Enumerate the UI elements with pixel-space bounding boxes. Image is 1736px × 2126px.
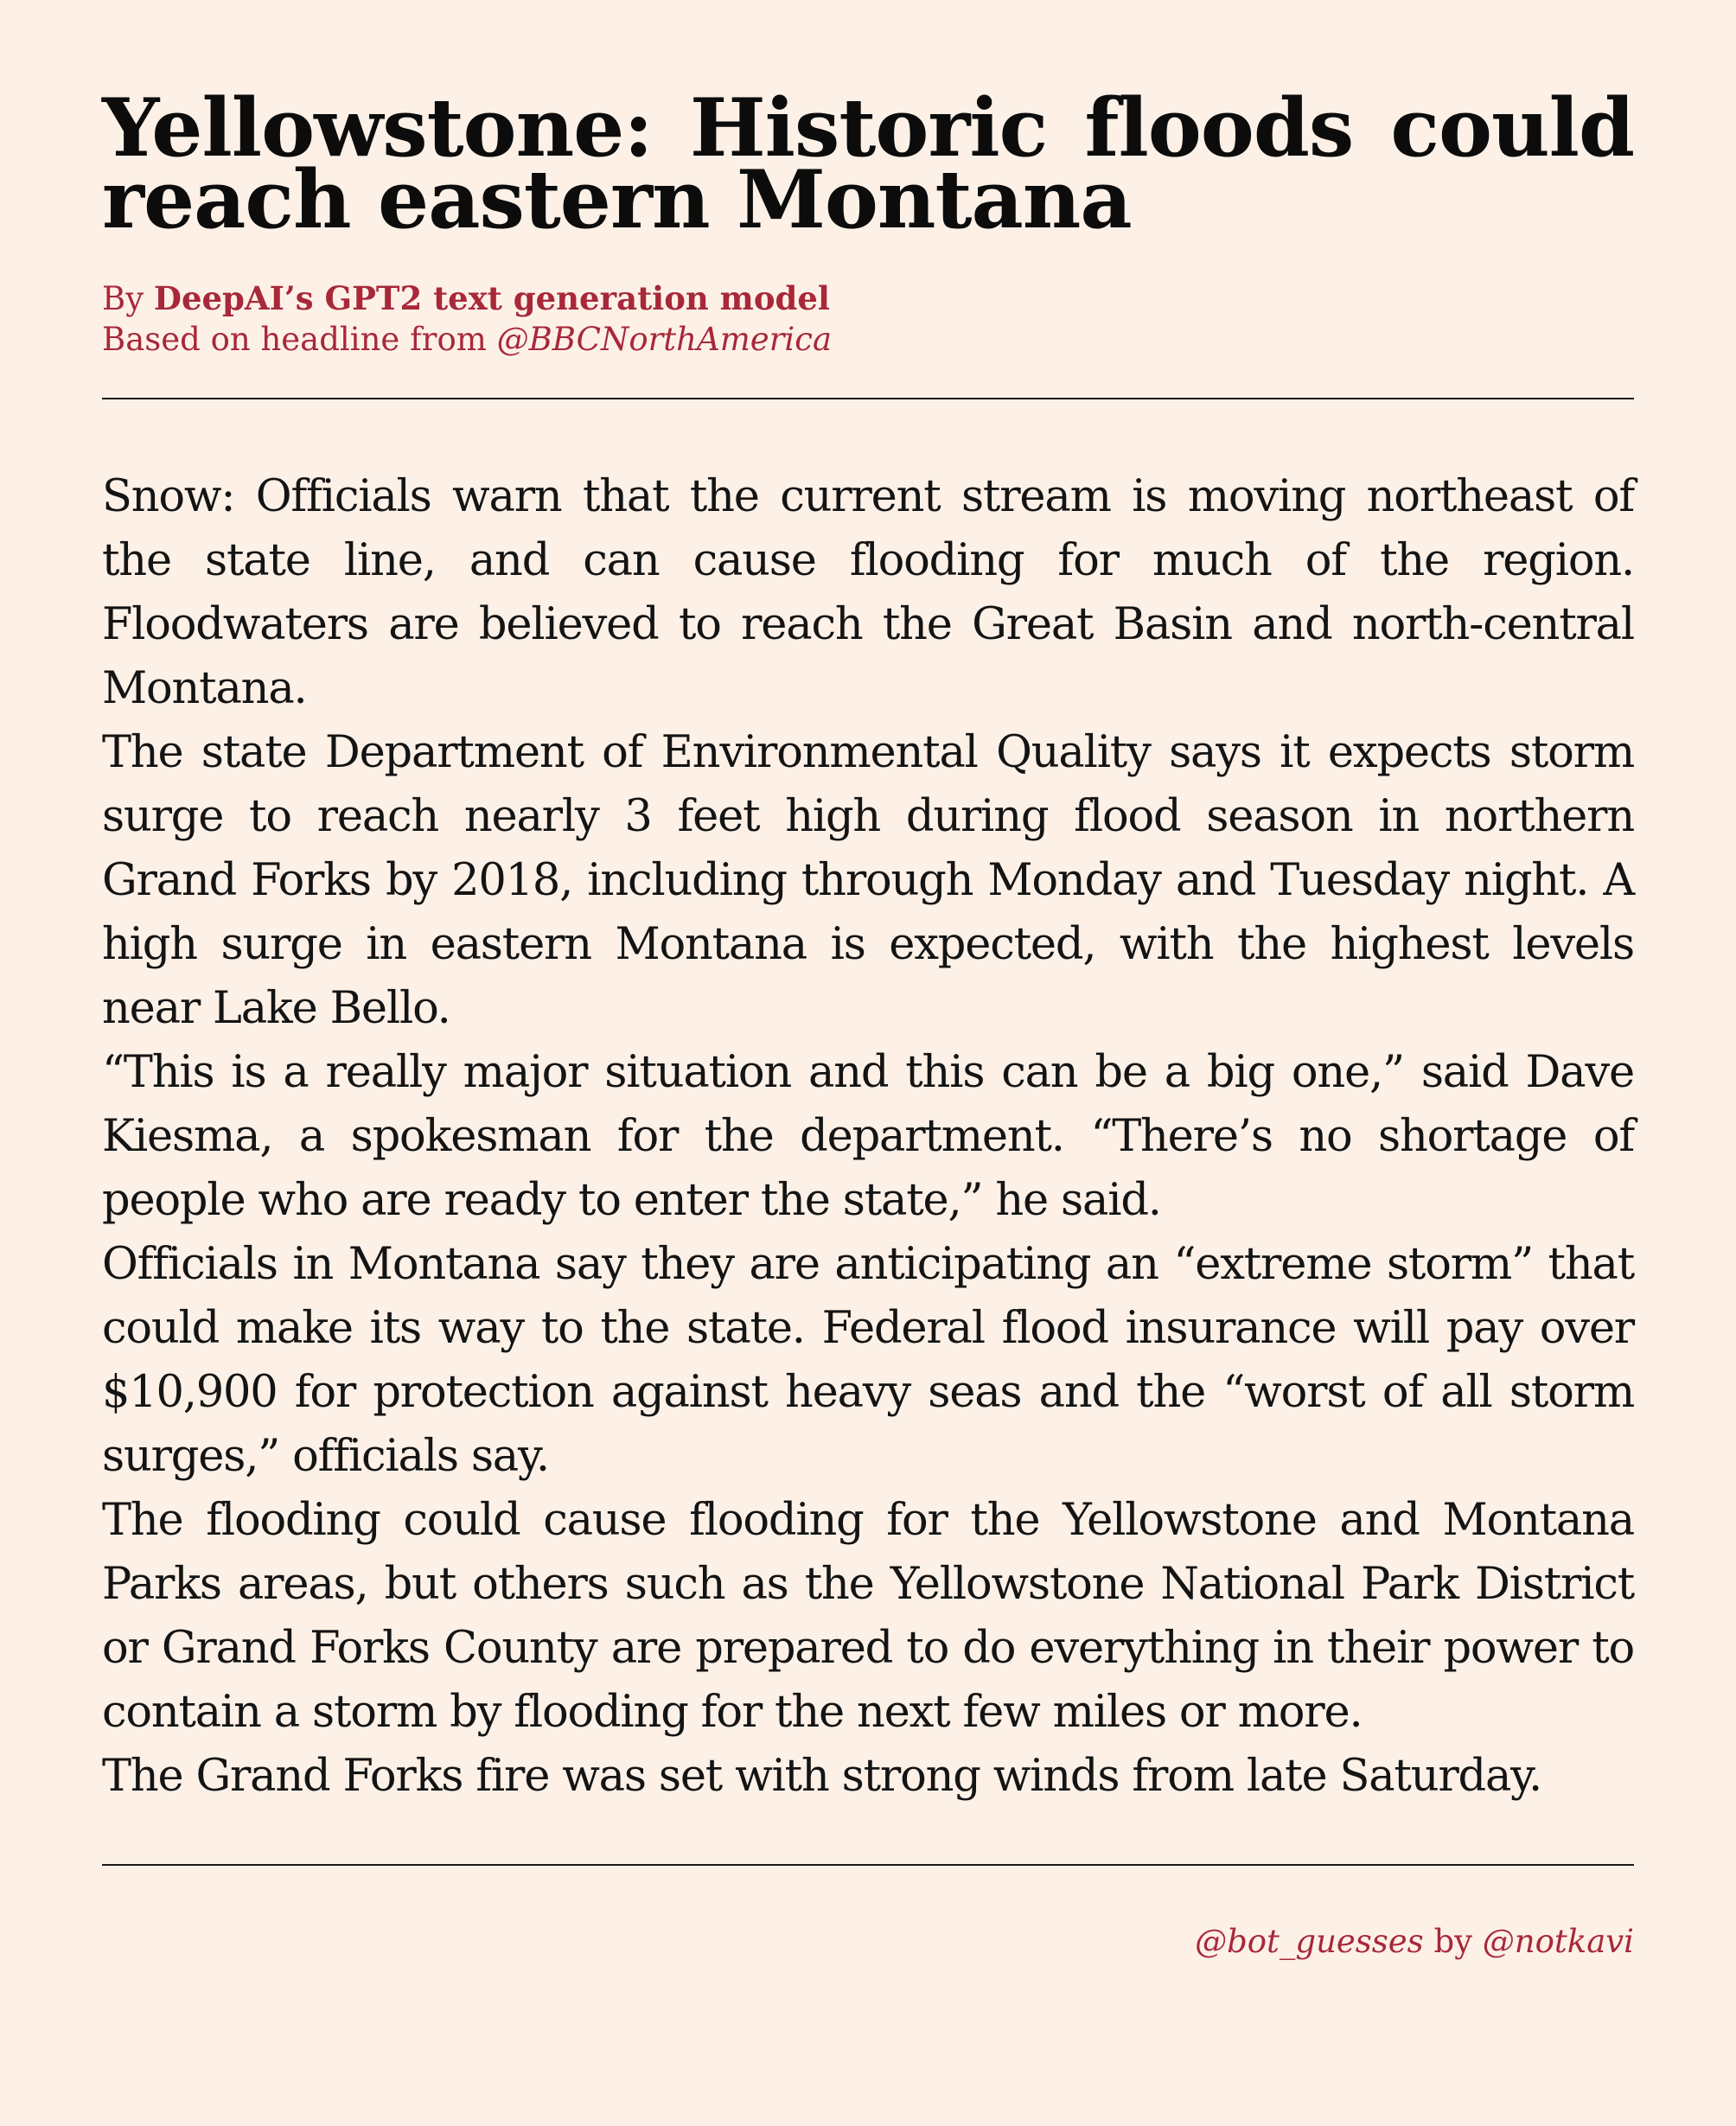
byline: By DeepAI’s GPT2 text generation model B… (102, 278, 1634, 360)
article-paragraph: “This is a really major situation and th… (102, 1047, 1635, 1226)
article-paragraph: The state Department of Environmental Qu… (102, 727, 1635, 1034)
bottom-divider (102, 1864, 1634, 1866)
article-paragraph: Snow: Officials warn that the current st… (102, 471, 1635, 714)
footer-bot-handle: @bot_guesses (1195, 1923, 1424, 1960)
byline-author: DeepAI’s GPT2 text generation model (153, 279, 830, 317)
byline-by-prefix: By (102, 280, 144, 317)
article-paragraph: Officials in Montana say they are antici… (102, 1239, 1635, 1482)
byline-author-line: By DeepAI’s GPT2 text generation model (102, 278, 1634, 319)
article-card: Yellowstone: Historic floods could reach… (102, 80, 1635, 1962)
article-paragraph: The Grand Forks fire was set with strong… (102, 1751, 1542, 1802)
byline-based-on-prefix: Based on headline from (102, 321, 487, 358)
byline-source-line: Based on headline from @BBCNorthAmerica (102, 319, 1634, 360)
article-paragraph: The flooding could cause flooding for th… (102, 1495, 1635, 1738)
top-divider (102, 398, 1634, 399)
byline-source-handle: @BBCNorthAmerica (496, 321, 833, 358)
footer-by-word: by (1433, 1923, 1473, 1960)
headline: Yellowstone: Historic floods could reach… (102, 80, 1635, 246)
article-body: Snow: Officials warn that the current st… (102, 465, 1635, 1809)
footer-credit: @bot_guesses by @notkavi (102, 1921, 1634, 1962)
footer-author-handle: @notkavi (1482, 1923, 1634, 1960)
